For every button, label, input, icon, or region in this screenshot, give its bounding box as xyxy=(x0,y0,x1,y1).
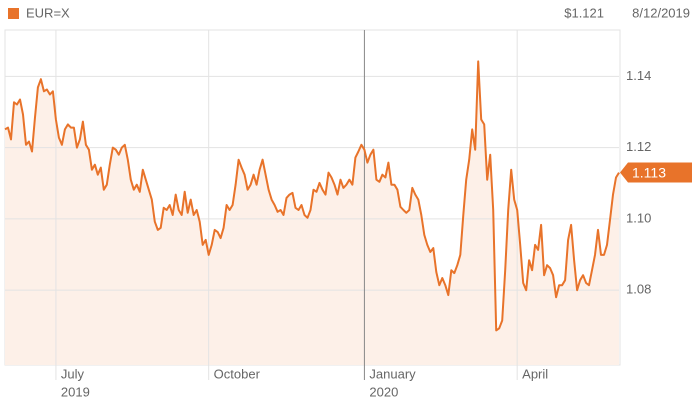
price-tag xyxy=(620,162,692,183)
x-tick-label: July xyxy=(61,366,85,381)
y-tick-label: 1.08 xyxy=(626,282,651,297)
date-label: 8/12/2019 xyxy=(632,5,690,20)
year-label: 2020 xyxy=(369,384,398,399)
price-tag-label: 1.113 xyxy=(632,164,666,180)
x-tick-label: January xyxy=(369,366,416,381)
year-label: 2019 xyxy=(61,384,90,399)
x-tick-label: October xyxy=(214,366,261,381)
x-tick-label: April xyxy=(522,366,548,381)
line xyxy=(4,60,620,332)
legend-swatch xyxy=(8,8,19,19)
price-label: $1.121 xyxy=(564,5,604,20)
legend-label: EUR=X xyxy=(26,5,70,20)
area xyxy=(5,61,619,366)
y-tick-label: 1.14 xyxy=(626,68,651,83)
y-tick-label: 1.10 xyxy=(626,210,651,225)
y-tick-label: 1.12 xyxy=(626,139,651,154)
